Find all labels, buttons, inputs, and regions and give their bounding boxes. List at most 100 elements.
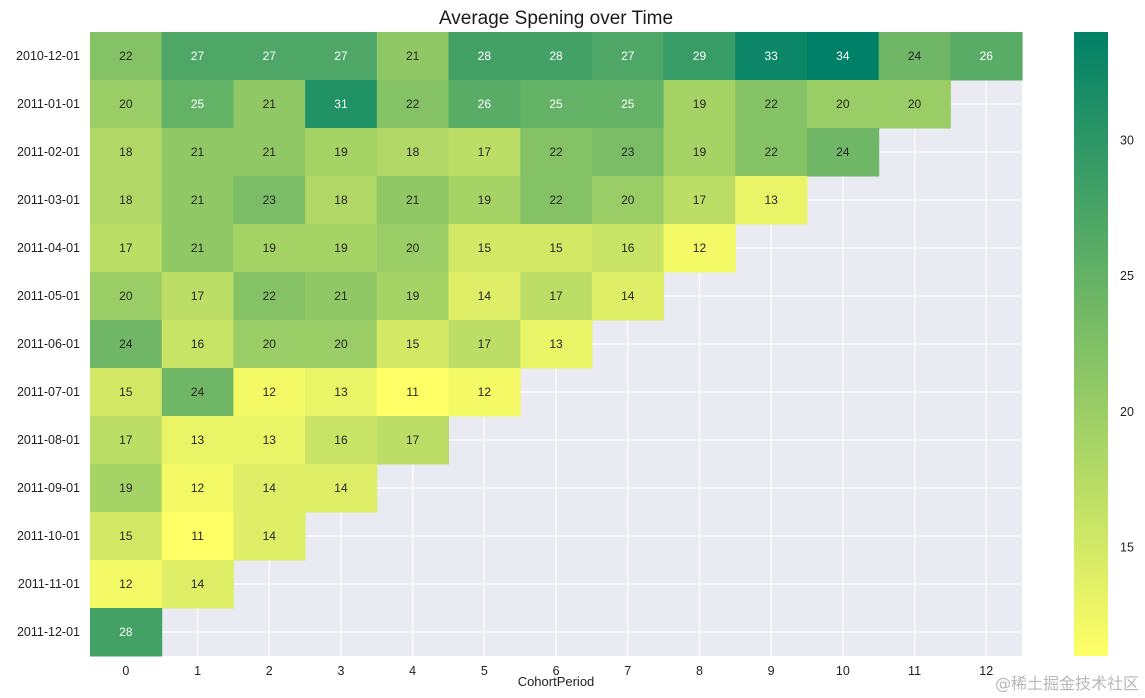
y-tick-label: 2011-03-01 xyxy=(17,193,80,207)
cell-value-label: 27 xyxy=(263,49,277,63)
y-tick-label: 2011-11-01 xyxy=(18,577,80,591)
heatmap-cell xyxy=(233,416,306,465)
heatmap-cell xyxy=(591,176,665,225)
cell-value-label: 17 xyxy=(549,289,563,303)
heatmap-cell xyxy=(520,224,593,273)
cell-value-label: 33 xyxy=(764,49,778,63)
x-tick-label: 2 xyxy=(266,664,273,678)
heatmap-cell xyxy=(161,128,234,177)
heatmap-cell xyxy=(520,128,593,177)
heatmap-cell xyxy=(305,368,378,417)
x-tick-label: 3 xyxy=(337,664,344,678)
heatmap-cell xyxy=(90,608,163,657)
heatmap-cell xyxy=(448,176,521,225)
cell-value-label: 25 xyxy=(549,97,563,111)
heatmap-cell xyxy=(305,320,378,369)
heatmap-cell xyxy=(90,128,163,177)
heatmap-cell xyxy=(735,176,808,225)
heatmap-cell xyxy=(950,32,1023,81)
heatmap-cell xyxy=(233,464,306,513)
cell-value-label: 13 xyxy=(334,385,348,399)
heatmap-cell xyxy=(376,416,449,465)
cell-value-label: 16 xyxy=(334,433,348,447)
cell-value-label: 22 xyxy=(764,97,778,111)
x-tick-label: 6 xyxy=(553,664,560,678)
heatmap-cell xyxy=(90,368,163,417)
heatmap-cell xyxy=(591,128,665,177)
heatmap-cell xyxy=(90,560,163,609)
cell-value-label: 24 xyxy=(908,49,922,63)
heatmap-cell xyxy=(233,80,306,129)
heatmap-cell xyxy=(663,224,736,273)
colorbar-tick-label: 15 xyxy=(1120,540,1134,554)
cell-value-label: 25 xyxy=(191,97,205,111)
heatmap-cell xyxy=(305,176,378,225)
y-tick-label: 2011-07-01 xyxy=(17,385,80,399)
colorbar-tick-label: 25 xyxy=(1120,269,1134,283)
heatmap-cell xyxy=(591,80,665,129)
heatmap-cell xyxy=(161,80,234,129)
heatmap-cell xyxy=(161,512,234,561)
heatmap-cell xyxy=(448,224,521,273)
heatmap-cell xyxy=(90,176,163,225)
cell-value-label: 20 xyxy=(621,193,635,207)
cell-value-label: 14 xyxy=(334,481,348,495)
cell-value-label: 29 xyxy=(693,49,707,63)
cell-value-label: 19 xyxy=(263,241,277,255)
y-tick-label: 2011-10-01 xyxy=(17,529,80,543)
heatmap-cell xyxy=(233,272,306,321)
cell-value-label: 28 xyxy=(549,49,563,63)
cell-value-label: 19 xyxy=(693,97,707,111)
heatmap-cell xyxy=(305,224,378,273)
cell-value-label: 24 xyxy=(191,385,205,399)
heatmap-cell xyxy=(90,272,163,321)
cell-value-label: 13 xyxy=(263,433,277,447)
cell-value-label: 18 xyxy=(119,193,133,207)
x-tick-label: 9 xyxy=(768,664,775,678)
cell-value-label: 34 xyxy=(836,49,850,63)
cell-value-label: 15 xyxy=(549,241,563,255)
cell-value-label: 18 xyxy=(119,145,133,159)
heatmap-cell xyxy=(305,32,378,81)
heatmap-cell xyxy=(233,368,306,417)
cell-value-label: 17 xyxy=(406,433,420,447)
heatmap-cell xyxy=(161,224,234,273)
cell-value-label: 12 xyxy=(119,577,133,591)
y-tick-label: 2011-08-01 xyxy=(17,433,80,447)
heatmap-cell xyxy=(520,272,593,321)
cell-value-label: 21 xyxy=(406,193,420,207)
heatmap-cell xyxy=(161,176,234,225)
heatmap-cell xyxy=(448,272,521,321)
cell-value-label: 22 xyxy=(764,145,778,159)
colorbar: 15 20 25 30 xyxy=(1074,32,1134,656)
cell-value-label: 16 xyxy=(191,337,205,351)
heatmap-cell xyxy=(90,464,163,513)
heatmap-cell xyxy=(735,128,808,177)
cell-value-label: 11 xyxy=(191,529,204,543)
heatmap-cell xyxy=(448,80,521,129)
x-tick-label: 1 xyxy=(194,664,201,678)
heatmap-cell xyxy=(161,272,234,321)
cell-value-label: 14 xyxy=(263,529,277,543)
cell-value-label: 15 xyxy=(406,337,420,351)
cell-value-label: 17 xyxy=(191,289,205,303)
heatmap-cell xyxy=(520,80,593,129)
cell-value-label: 15 xyxy=(119,385,133,399)
heatmap-cell xyxy=(161,368,234,417)
heatmap-cell xyxy=(735,32,808,81)
chart-title: Average Spening over Time xyxy=(439,8,673,29)
cell-value-label: 17 xyxy=(119,433,133,447)
heatmap-cell xyxy=(161,32,234,81)
cell-value-label: 27 xyxy=(191,49,205,63)
heatmap-cell xyxy=(161,320,234,369)
cell-value-label: 21 xyxy=(263,97,277,111)
cell-value-label: 12 xyxy=(263,385,277,399)
x-tick-label: 7 xyxy=(624,664,631,678)
cell-value-label: 16 xyxy=(621,241,635,255)
cell-value-label: 17 xyxy=(478,337,492,351)
heatmap-cell xyxy=(520,32,593,81)
colorbar-tick-label: 30 xyxy=(1120,134,1134,148)
cell-value-label: 25 xyxy=(621,97,635,111)
heatmap-cell xyxy=(233,224,306,273)
cell-value-label: 18 xyxy=(334,193,348,207)
